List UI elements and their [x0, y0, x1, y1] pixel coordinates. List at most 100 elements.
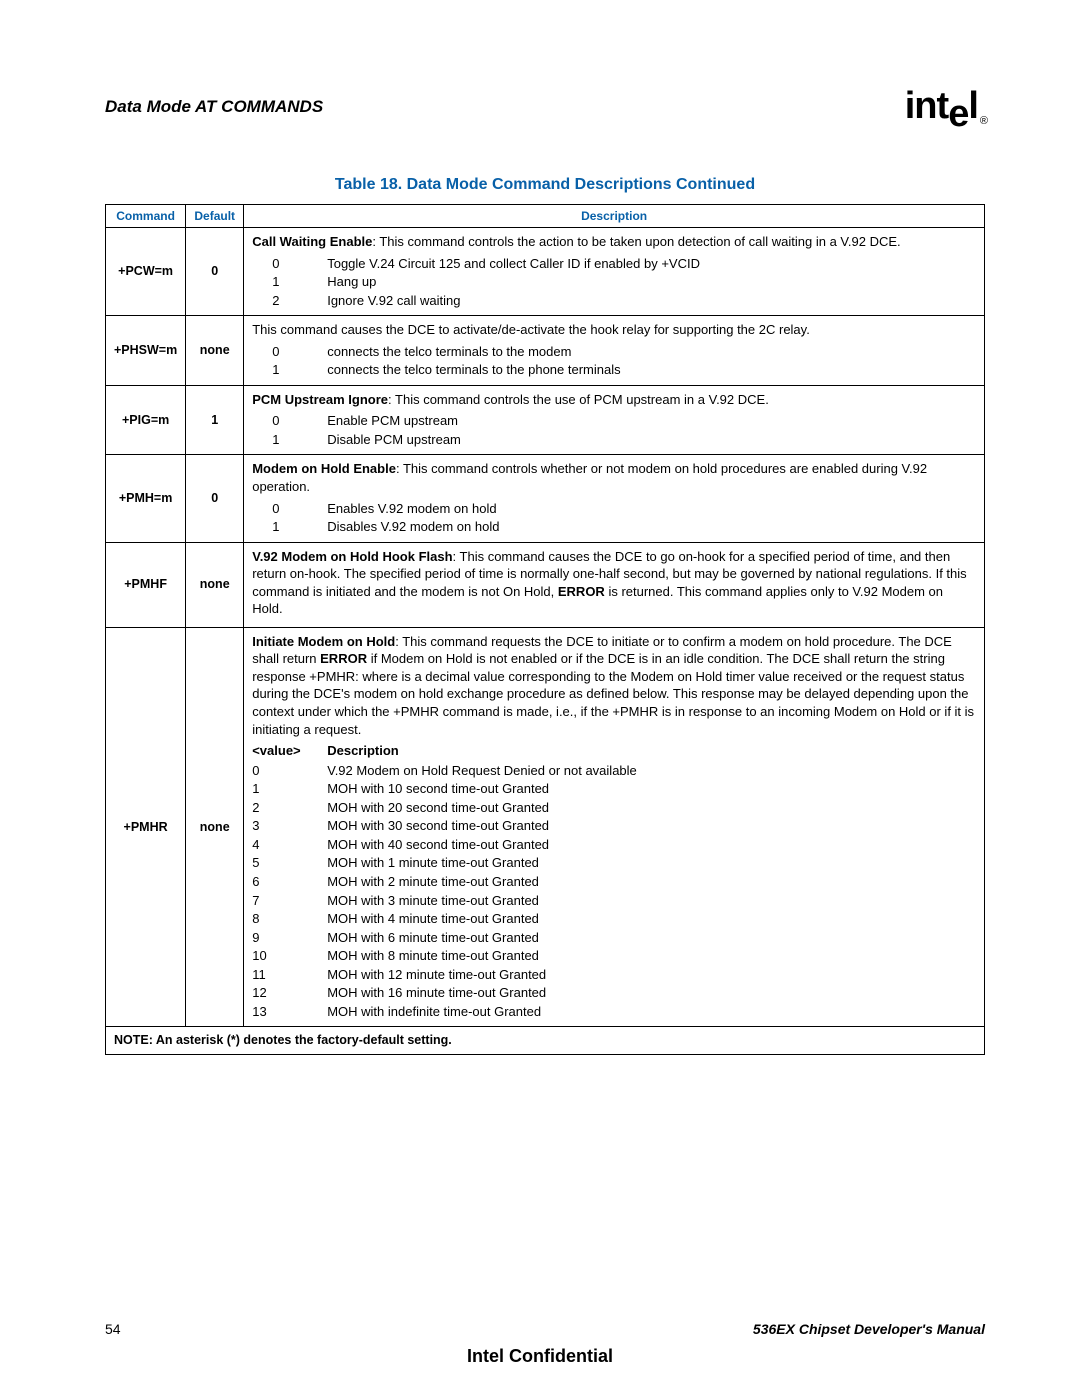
table-row: +PCW=m0Call Waiting Enable: This command… — [106, 228, 985, 316]
description-cell: V.92 Modem on Hold Hook Flash: This comm… — [244, 542, 985, 627]
option-value: Enables V.92 modem on hold — [327, 500, 976, 518]
value-subheader: <value>Description — [252, 742, 976, 760]
table-title: Table 18. Data Mode Command Descriptions… — [105, 176, 985, 194]
option-row: 1MOH with 10 second time-out Granted — [252, 780, 976, 798]
option-key: 3 — [252, 817, 327, 835]
option-row: 3MOH with 30 second time-out Granted — [252, 817, 976, 835]
default-cell: 1 — [186, 385, 244, 455]
command-table: Command Default Description +PCW=m0Call … — [105, 204, 985, 1055]
option-row: 0Toggle V.24 Circuit 125 and collect Cal… — [252, 255, 976, 273]
option-row: 1connects the telco terminals to the pho… — [252, 361, 976, 379]
option-key: 13 — [252, 1003, 327, 1021]
option-key: 0 — [252, 500, 327, 518]
description-cell: This command causes the DCE to activate/… — [244, 316, 985, 386]
option-value: MOH with 6 minute time-out Granted — [327, 929, 976, 947]
option-key: 1 — [252, 273, 327, 291]
option-value: MOH with 2 minute time-out Granted — [327, 873, 976, 891]
option-row: 4MOH with 40 second time-out Granted — [252, 836, 976, 854]
description-intro: Modem on Hold Enable: This command contr… — [252, 460, 976, 495]
description-cell: Modem on Hold Enable: This command contr… — [244, 455, 985, 542]
option-key: 9 — [252, 929, 327, 947]
option-row: 7MOH with 3 minute time-out Granted — [252, 892, 976, 910]
description-cell: PCM Upstream Ignore: This command contro… — [244, 385, 985, 455]
default-cell: 0 — [186, 455, 244, 542]
option-value: Enable PCM upstream — [327, 412, 976, 430]
description-intro: Initiate Modem on Hold: This command req… — [252, 633, 976, 738]
option-row: 2Ignore V.92 call waiting — [252, 292, 976, 310]
option-value: MOH with 8 minute time-out Granted — [327, 947, 976, 965]
command-cell: +PIG=m — [106, 385, 186, 455]
option-key: 0 — [252, 255, 327, 273]
option-value: MOH with 16 minute time-out Granted — [327, 984, 976, 1002]
option-key: 11 — [252, 966, 327, 984]
option-value: Ignore V.92 call waiting — [327, 292, 976, 310]
default-cell: 0 — [186, 228, 244, 316]
col-default: Default — [186, 205, 244, 228]
table-note-row: NOTE: An asterisk (*) denotes the factor… — [106, 1027, 985, 1055]
option-key: 0 — [252, 762, 327, 780]
confidential-label: Intel Confidential — [0, 1346, 1080, 1367]
page-number: 54 — [105, 1321, 121, 1337]
manual-title: 536EX Chipset Developer's Manual — [753, 1321, 985, 1337]
option-key: 2 — [252, 799, 327, 817]
option-key: 5 — [252, 854, 327, 872]
option-value: MOH with 10 second time-out Granted — [327, 780, 976, 798]
option-key: 2 — [252, 292, 327, 310]
option-value: MOH with 1 minute time-out Granted — [327, 854, 976, 872]
option-key: 4 — [252, 836, 327, 854]
option-value: Hang up — [327, 273, 976, 291]
option-key: 1 — [252, 780, 327, 798]
option-value: MOH with 12 minute time-out Granted — [327, 966, 976, 984]
default-cell: none — [186, 542, 244, 627]
command-cell: +PMHF — [106, 542, 186, 627]
description-intro: This command causes the DCE to activate/… — [252, 321, 976, 339]
command-cell: +PHSW=m — [106, 316, 186, 386]
option-row: 9MOH with 6 minute time-out Granted — [252, 929, 976, 947]
description-intro: PCM Upstream Ignore: This command contro… — [252, 391, 976, 409]
option-value: MOH with indefinite time-out Granted — [327, 1003, 976, 1021]
option-row: 0Enables V.92 modem on hold — [252, 500, 976, 518]
option-key: 12 — [252, 984, 327, 1002]
description-cell: Call Waiting Enable: This command contro… — [244, 228, 985, 316]
table-row: +PIG=m1PCM Upstream Ignore: This command… — [106, 385, 985, 455]
option-key: 1 — [252, 518, 327, 536]
option-key: 0 — [252, 343, 327, 361]
option-value: MOH with 40 second time-out Granted — [327, 836, 976, 854]
option-row: 0V.92 Modem on Hold Request Denied or no… — [252, 762, 976, 780]
table-row: +PMH=m0Modem on Hold Enable: This comman… — [106, 455, 985, 542]
option-row: 13MOH with indefinite time-out Granted — [252, 1003, 976, 1021]
option-value: Disable PCM upstream — [327, 431, 976, 449]
intel-logo: intel® — [905, 85, 985, 128]
table-row: +PHSW=mnone This command causes the DCE t… — [106, 316, 985, 386]
option-value: MOH with 4 minute time-out Granted — [327, 910, 976, 928]
option-row: 1Disables V.92 modem on hold — [252, 518, 976, 536]
default-cell: none — [186, 316, 244, 386]
description-cell: Initiate Modem on Hold: This command req… — [244, 627, 985, 1026]
table-row: +PMHRnoneInitiate Modem on Hold: This co… — [106, 627, 985, 1026]
option-row: 8MOH with 4 minute time-out Granted — [252, 910, 976, 928]
option-value: connects the telco terminals to the phon… — [327, 361, 976, 379]
option-key: 10 — [252, 947, 327, 965]
option-row: 0connects the telco terminals to the mod… — [252, 343, 976, 361]
default-cell: none — [186, 627, 244, 1026]
option-row: 0Enable PCM upstream — [252, 412, 976, 430]
option-row: 11MOH with 12 minute time-out Granted — [252, 966, 976, 984]
option-value: Disables V.92 modem on hold — [327, 518, 976, 536]
table-note: NOTE: An asterisk (*) denotes the factor… — [106, 1027, 985, 1055]
col-description: Description — [244, 205, 985, 228]
option-key: 6 — [252, 873, 327, 891]
command-cell: +PMH=m — [106, 455, 186, 542]
option-row: 2MOH with 20 second time-out Granted — [252, 799, 976, 817]
description-intro: Call Waiting Enable: This command contro… — [252, 233, 976, 251]
option-row: 10MOH with 8 minute time-out Granted — [252, 947, 976, 965]
col-command: Command — [106, 205, 186, 228]
command-cell: +PMHR — [106, 627, 186, 1026]
description-intro: V.92 Modem on Hold Hook Flash: This comm… — [252, 548, 976, 618]
option-key: 1 — [252, 431, 327, 449]
option-value: MOH with 20 second time-out Granted — [327, 799, 976, 817]
option-row: 5MOH with 1 minute time-out Granted — [252, 854, 976, 872]
page-header: Data Mode AT COMMANDS intel® — [105, 85, 985, 128]
option-key: 8 — [252, 910, 327, 928]
option-row: 6MOH with 2 minute time-out Granted — [252, 873, 976, 891]
page-footer: 54 536EX Chipset Developer's Manual — [105, 1321, 985, 1337]
